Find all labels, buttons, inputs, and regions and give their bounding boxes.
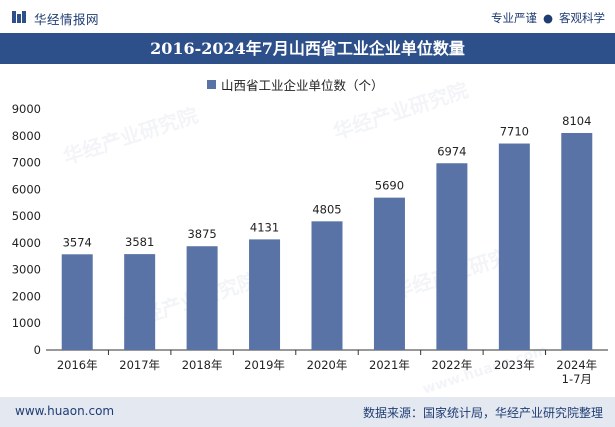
footer-url[interactable]: www.huaon.com <box>15 404 115 418</box>
x-tick-label: 2023年 <box>494 358 535 372</box>
data-label: 3875 <box>187 227 216 241</box>
bar <box>249 239 281 350</box>
x-tick-label: 2022年 <box>431 358 472 372</box>
x-tick-label: 2016年 <box>57 358 98 372</box>
data-label: 5690 <box>375 179 404 193</box>
y-tick-label: 6000 <box>12 182 41 196</box>
y-tick-label: 8000 <box>12 129 41 143</box>
footer-source: 数据来源：国家统计局，华经产业研究院整理 <box>362 406 603 420</box>
bar <box>124 254 156 350</box>
bar <box>436 163 468 350</box>
bar <box>498 143 530 350</box>
y-tick-label: 5000 <box>12 209 41 223</box>
tagline: 专业严谨 ● 客观科学 <box>491 10 605 26</box>
y-tick-label: 3000 <box>12 263 41 277</box>
data-label: 3574 <box>63 235 92 249</box>
legend-swatch <box>207 80 216 89</box>
y-tick-label: 7000 <box>12 156 41 170</box>
bar <box>561 132 593 350</box>
data-label: 3581 <box>125 235 154 249</box>
x-tick-label: 2019年 <box>244 358 285 372</box>
legend-label: 山西省工业企业单位数（个） <box>221 78 384 93</box>
y-tick-label: 9000 <box>12 102 41 116</box>
y-tick-label: 1000 <box>12 316 41 330</box>
data-label: 4131 <box>250 220 279 234</box>
data-label: 7710 <box>500 125 529 139</box>
bar <box>61 254 93 350</box>
tagline-left: 专业严谨 <box>490 11 537 25</box>
data-label: 8104 <box>562 114 591 128</box>
bar <box>373 197 405 350</box>
brand-logo-icon <box>12 11 26 23</box>
x-tick-label: 2017年 <box>119 358 160 372</box>
tagline-separator-icon: ● <box>542 11 553 25</box>
x-tick-label: 2020年 <box>307 358 348 372</box>
y-tick-label: 4000 <box>12 236 41 250</box>
x-tick-label: 2018年 <box>182 358 223 372</box>
x-tick-label: 2024年 1-7月 <box>556 358 597 386</box>
bar <box>186 246 218 350</box>
chart-legend: 山西省工业企业单位数（个） <box>207 74 384 93</box>
data-label: 4805 <box>312 202 341 216</box>
x-tick-label: 2021年 <box>369 358 410 372</box>
data-label: 6974 <box>437 144 466 158</box>
tagline-right: 客观科学 <box>559 11 605 25</box>
bar <box>311 221 343 350</box>
brand-name: 华经情报网 <box>34 12 100 27</box>
y-tick-label: 0 <box>34 343 41 357</box>
y-tick-label: 2000 <box>12 289 41 303</box>
title-bar: 2016-2024年7月山西省工业企业单位数量 <box>0 33 615 64</box>
top-bar: 华经情报网 专业严谨 ● 客观科学 <box>0 0 615 33</box>
chart-title: 2016-2024年7月山西省工业企业单位数量 <box>150 39 465 58</box>
footer: www.huaon.com 数据来源：国家统计局，华经产业研究院整理 <box>0 397 615 427</box>
